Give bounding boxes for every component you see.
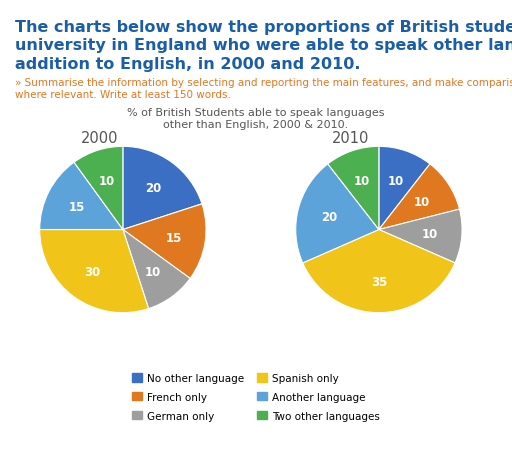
Text: where relevant. Write at least 150 words.: where relevant. Write at least 150 words… (15, 90, 231, 100)
Text: % of British Students able to speak languages: % of British Students able to speak lang… (127, 107, 385, 117)
Text: 10: 10 (388, 175, 404, 188)
Wedge shape (379, 210, 462, 263)
Text: 10: 10 (99, 175, 115, 188)
Text: 10: 10 (414, 195, 430, 208)
Wedge shape (379, 147, 430, 230)
Text: » Summarise the information by selecting and reporting the main features, and ma: » Summarise the information by selecting… (15, 78, 512, 87)
Wedge shape (296, 165, 379, 263)
Text: 20: 20 (145, 182, 161, 195)
Text: 35: 35 (371, 275, 387, 288)
Wedge shape (123, 204, 206, 279)
Text: 20: 20 (321, 211, 337, 224)
Text: 2000: 2000 (81, 131, 119, 146)
Text: 10: 10 (422, 228, 438, 241)
Text: 15: 15 (165, 231, 182, 244)
Wedge shape (303, 230, 455, 313)
Wedge shape (123, 147, 202, 230)
Legend: No other language, French only, German only, Spanish only, Another language, Two: No other language, French only, German o… (127, 369, 385, 425)
Text: 10: 10 (145, 265, 161, 278)
Wedge shape (40, 163, 123, 230)
Text: 30: 30 (84, 265, 101, 278)
Text: 2010: 2010 (332, 131, 369, 146)
Wedge shape (379, 165, 459, 230)
Wedge shape (74, 147, 123, 230)
Text: 15: 15 (69, 200, 85, 213)
Wedge shape (40, 230, 148, 313)
Text: addition to English, in 2000 and 2010.: addition to English, in 2000 and 2010. (15, 56, 361, 71)
Text: university in England who were able to speak other languages in: university in England who were able to s… (15, 38, 512, 53)
Text: other than English, 2000 & 2010.: other than English, 2000 & 2010. (163, 120, 349, 130)
Text: 10: 10 (354, 175, 370, 188)
Text: The charts below show the proportions of British students at one: The charts below show the proportions of… (15, 20, 512, 35)
Wedge shape (328, 147, 379, 230)
Wedge shape (123, 230, 190, 309)
